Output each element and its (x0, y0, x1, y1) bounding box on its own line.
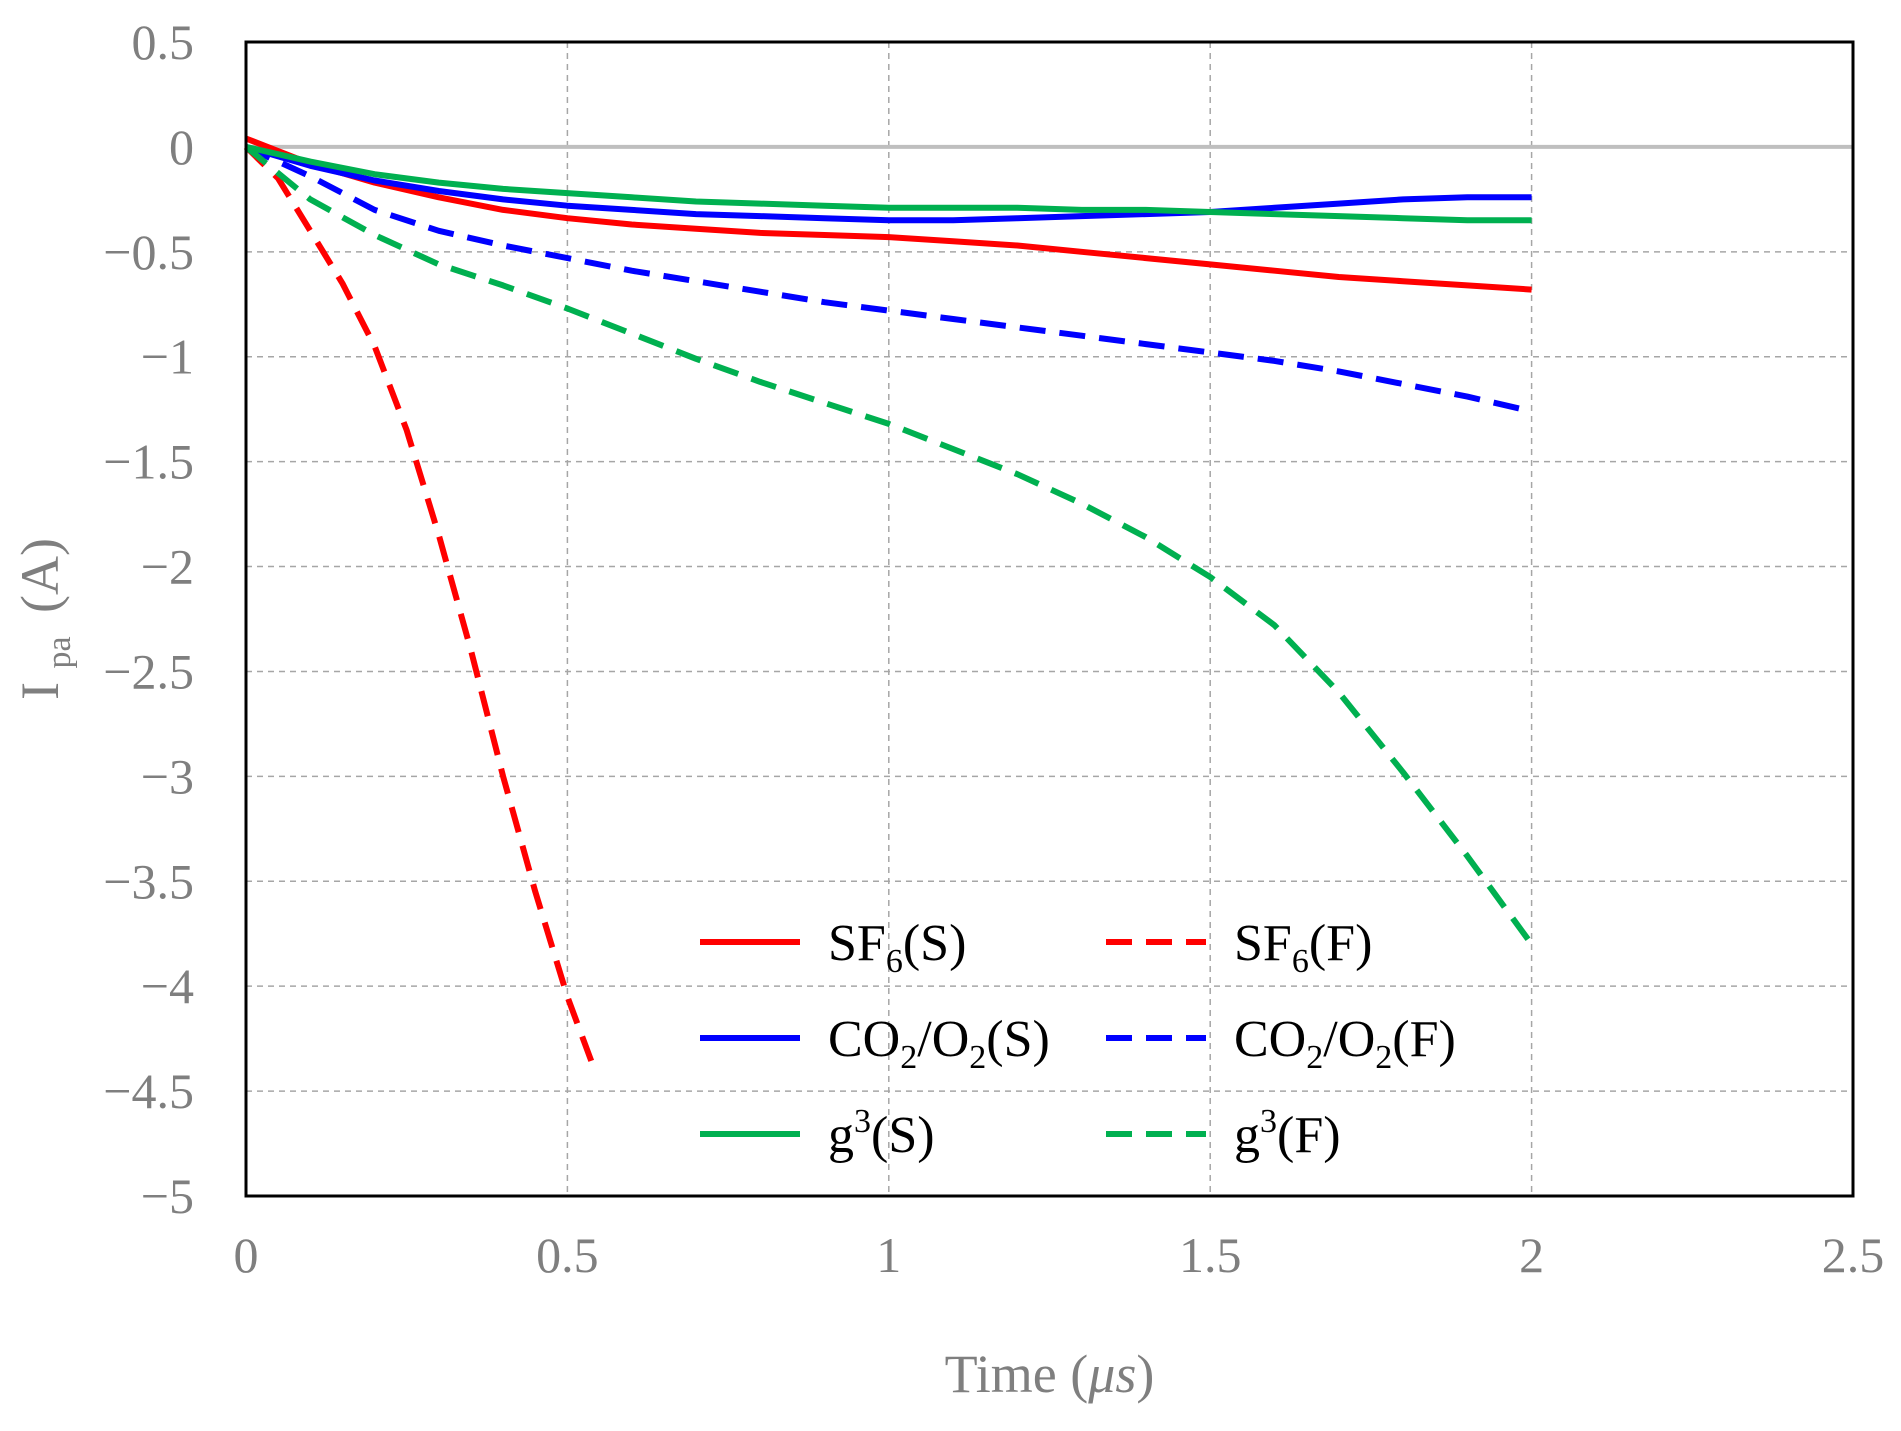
y-tick-label: −2 (141, 539, 194, 595)
y-axis-unit: (A) (10, 538, 70, 613)
y-tick-label: −1.5 (103, 434, 194, 490)
series-line-g3-f- (244, 144, 1535, 946)
y-axis-title-text: I (10, 682, 70, 700)
data-series (243, 135, 1535, 1067)
x-tick-label: 2.5 (1822, 1227, 1885, 1283)
y-tick-label: 0.5 (132, 14, 195, 70)
legend-label: SF6(F) (1234, 915, 1372, 980)
y-axis-title: I pa (A) (10, 538, 82, 700)
x-axis-tick-labels: 0 0.5 1 1.5 2 2.5 (234, 1227, 1885, 1283)
x-tick-label: 2 (1519, 1227, 1544, 1283)
legend-label: g3(F) (1234, 1103, 1341, 1164)
x-tick-label: 1 (876, 1227, 901, 1283)
y-tick-label: −1 (141, 329, 194, 385)
y-tick-label: 0 (169, 119, 194, 175)
y-tick-label: −4.5 (103, 1063, 194, 1119)
legend-label: CO2/O2(S) (828, 1011, 1050, 1076)
legend-label: CO2/O2(F) (1234, 1011, 1456, 1076)
series-line-sf6-s- (244, 135, 1532, 293)
series-line-g3-s- (245, 143, 1532, 224)
plot-area-frame (244, 40, 1855, 1198)
x-axis-title-text: Time (945, 1344, 1057, 1404)
y-tick-label: −2.5 (103, 643, 194, 699)
x-axis-title: Time (μs) (945, 1344, 1155, 1404)
series-line-co2-o2-s- (245, 144, 1532, 224)
x-tick-label: 0.5 (536, 1227, 599, 1283)
legend-label: SF6(S) (828, 915, 966, 980)
x-tick-label: 0 (234, 1227, 259, 1283)
x-axis-unit: μs (1087, 1344, 1136, 1404)
y-axis-tick-labels: 0.5 0 −0.5 −1 −1.5 −2 −2.5 −3 −3.5 −4 −4.5 −5 (103, 14, 194, 1224)
series-line-co2-o2-f- (244, 144, 1533, 415)
x-tick-label: 1.5 (1179, 1227, 1242, 1283)
y-tick-label: −3.5 (103, 853, 194, 909)
legend: SF6(S) SF6(F) CO2/O2(S) CO2/O2(F) g3(S) g3(F) (700, 915, 1456, 1164)
gridlines (246, 42, 1853, 1196)
y-tick-label: −0.5 (103, 224, 194, 280)
y-tick-label: −5 (141, 1168, 194, 1224)
y-tick-label: −3 (141, 748, 194, 804)
y-tick-label: −4 (141, 958, 194, 1014)
y-axis-title-subscript: pa (41, 636, 78, 668)
legend-label: g3(S) (828, 1103, 935, 1164)
series-line-sf6-f- (243, 144, 596, 1067)
